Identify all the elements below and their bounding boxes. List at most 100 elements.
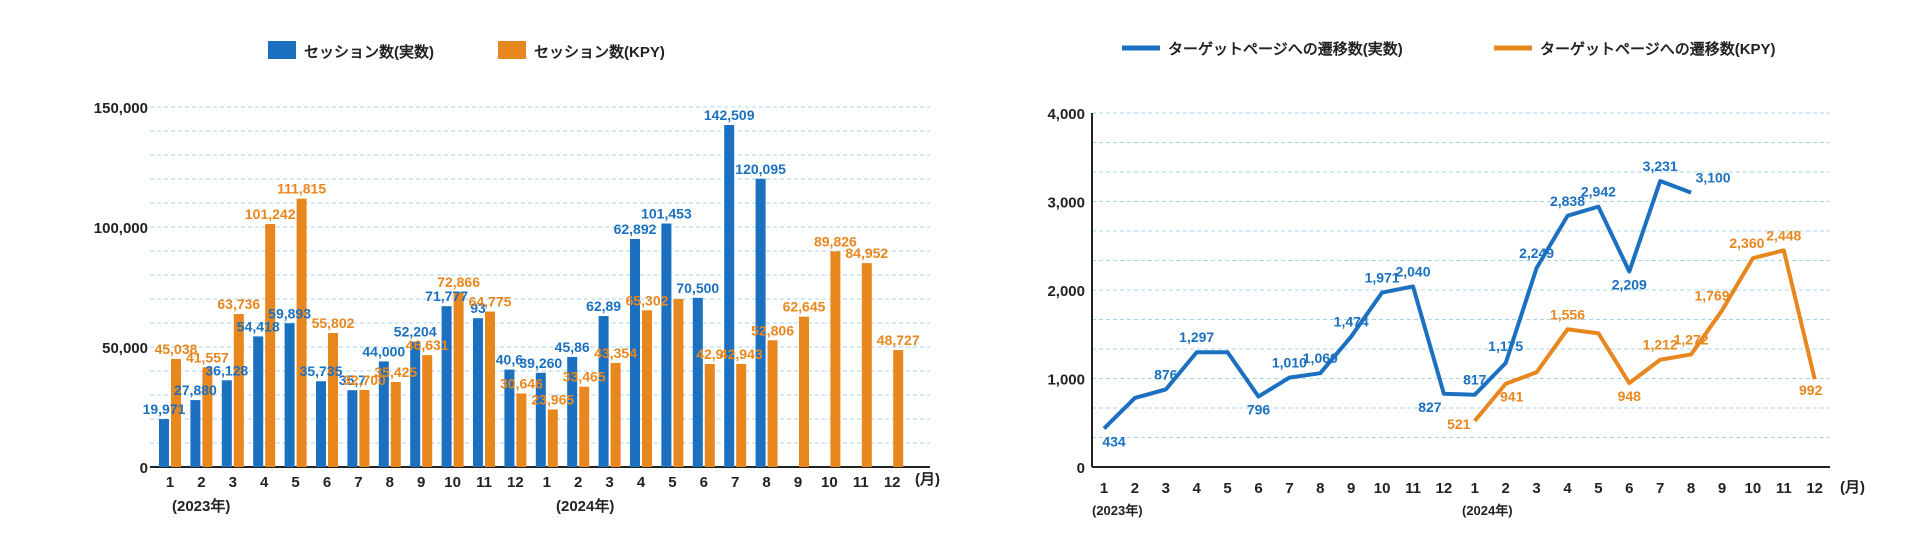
bar-kpy xyxy=(265,224,276,467)
bar-kpy xyxy=(767,340,778,467)
line-x-tick-label: 10 xyxy=(1745,480,1762,497)
line-label-kpy: 941 xyxy=(1500,389,1524,405)
bar-label-actual: 45,86 xyxy=(555,339,590,355)
bar-label-kpy: 89,826 xyxy=(814,233,857,249)
bar-label-actual: 93 xyxy=(470,300,486,316)
bar-kpy xyxy=(390,381,401,467)
bar-label-actual: 101,453 xyxy=(641,206,692,222)
line-y-tick-label: 2,000 xyxy=(1047,283,1085,300)
bar-x-tick-label: 1 xyxy=(166,474,174,491)
line-chart-grid xyxy=(1091,112,1830,468)
bar-chart-year-2024: (2024年) xyxy=(556,497,614,515)
bar-label-kpy: 42,943 xyxy=(720,346,763,362)
legend-label-actual: セッション数(実数) xyxy=(304,43,434,61)
bar-label-kpy: 43,354 xyxy=(594,345,637,361)
line-x-tick-label: 3 xyxy=(1532,480,1540,497)
bar-kpy xyxy=(579,386,590,467)
line-label-actual: 1,474 xyxy=(1334,314,1369,330)
line-series-kpy xyxy=(1473,248,1817,423)
line-y-tick-label: 1,000 xyxy=(1047,372,1085,389)
line-chart-year-2023: (2023年) xyxy=(1092,503,1143,518)
line-x-tick-label: 2 xyxy=(1502,480,1510,497)
line-label-actual: 434 xyxy=(1102,434,1126,450)
bar-label-kpy: 48,727 xyxy=(877,332,920,348)
line-label-actual: 2,040 xyxy=(1395,263,1430,279)
line-x-tick-label: 9 xyxy=(1718,480,1726,497)
line-label-actual: 2,209 xyxy=(1612,277,1647,293)
bar-label-kpy: 84,952 xyxy=(845,245,888,261)
bar-actual xyxy=(661,223,672,467)
line-label-actual: 1,010 xyxy=(1272,355,1307,371)
line-label-kpy: 521 xyxy=(1447,416,1471,432)
line-x-tick-label: 6 xyxy=(1254,480,1262,497)
bar-chart-y-axis: 0 50,000 100,000 150,000 xyxy=(94,100,148,477)
bar-chart-year-2023: (2023年) xyxy=(172,497,230,515)
bar-x-tick-label: 12 xyxy=(507,474,524,491)
bar-kpy xyxy=(359,389,370,467)
line-x-tick-label: 2 xyxy=(1131,480,1139,497)
line-x-tick-label: 4 xyxy=(1563,480,1572,497)
bar-kpy xyxy=(642,310,652,467)
line-x-tick-label: 11 xyxy=(1776,480,1792,497)
line-label-actual: 3,100 xyxy=(1696,170,1731,186)
bar-label-actual: 70,500 xyxy=(676,280,719,296)
line-x-tick-label: 7 xyxy=(1656,480,1664,497)
line-x-tick-label: 7 xyxy=(1285,480,1293,497)
bar-actual xyxy=(159,419,169,467)
line-x-tick-label: 5 xyxy=(1223,480,1231,497)
bar-label-kpy: 72,866 xyxy=(437,274,480,290)
bar-kpy xyxy=(453,292,464,467)
bar-kpy xyxy=(830,251,841,467)
legend-swatch-actual xyxy=(268,41,296,59)
bar-x-tick-label: 8 xyxy=(762,474,770,491)
bar-chart-legend: セッション数(実数) セッション数(KPY) xyxy=(268,41,665,61)
line-x-tick-label: 6 xyxy=(1625,480,1633,497)
bar-label-kpy: 111,815 xyxy=(277,181,326,197)
bar-label-kpy: 41,557 xyxy=(186,349,229,365)
bar-label-actual: 35,735 xyxy=(300,363,343,379)
line-label-kpy: 1,212 xyxy=(1643,337,1678,353)
bar-label-kpy: 23,965 xyxy=(531,391,574,407)
bar-x-tick-label: 12 xyxy=(884,474,901,491)
bar-x-tick-label: 3 xyxy=(229,474,237,491)
bar-label-actual: 120,095 xyxy=(735,161,786,177)
line-series-actual xyxy=(1102,179,1692,431)
line-x-tick-label: 1 xyxy=(1471,480,1479,497)
bar-label-actual: 27,880 xyxy=(174,382,217,398)
bar-actual xyxy=(630,239,640,467)
bar-x-tick-label: 5 xyxy=(291,474,299,491)
bar-label-kpy: 65,302 xyxy=(626,292,669,308)
line-label-kpy: 2,360 xyxy=(1729,235,1764,251)
bar-x-tick-label: 11 xyxy=(476,474,492,491)
line-y-tick-label: 3,000 xyxy=(1047,195,1085,212)
bar-kpy xyxy=(893,350,904,467)
line-label-actual: 2,249 xyxy=(1519,245,1554,261)
bar-kpy xyxy=(736,363,747,467)
bar-actual xyxy=(410,341,421,467)
bar-label-kpy: 42,9 xyxy=(696,346,723,362)
bar-label-kpy: 55,802 xyxy=(312,315,355,331)
line-chart-series xyxy=(1102,179,1817,431)
bar-kpy xyxy=(673,299,684,467)
bar-x-tick-label: 2 xyxy=(197,474,205,491)
bar-x-tick-label: 4 xyxy=(260,474,269,491)
bar-y-tick-label: 0 xyxy=(140,460,148,477)
bar-label-actual: 62,89 xyxy=(586,298,621,314)
line-x-tick-label: 8 xyxy=(1687,480,1695,497)
bar-x-tick-label: 9 xyxy=(794,474,802,491)
line-label-actual: 3,231 xyxy=(1643,158,1678,174)
line-x-tick-label: 3 xyxy=(1162,480,1170,497)
bar-actual xyxy=(316,381,326,467)
line-label-kpy: 1,272 xyxy=(1674,331,1709,347)
bar-actual xyxy=(221,380,232,467)
bar-label-actual: 35,7 xyxy=(339,372,366,388)
bar-label-actual: 142,509 xyxy=(704,107,755,123)
bar-x-tick-label: 7 xyxy=(354,474,362,491)
bar-x-tick-label: 10 xyxy=(821,474,838,491)
bar-label-kpy: 64,775 xyxy=(469,294,512,310)
line-x-tick-label: 5 xyxy=(1594,480,1602,497)
bar-x-tick-label: 5 xyxy=(668,474,676,491)
line-x-tick-label: 8 xyxy=(1316,480,1324,497)
bar-label-actual: 62,892 xyxy=(614,221,657,237)
